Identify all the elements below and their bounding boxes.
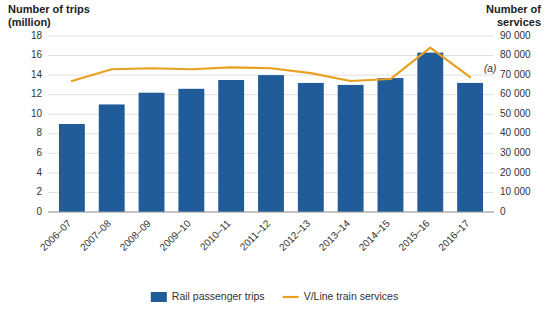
y-tick-label: 4 — [36, 167, 42, 178]
y-tick-label: 14 — [31, 69, 43, 80]
bar — [178, 89, 204, 212]
legend-swatch — [151, 292, 167, 302]
y2-tick-label: 20 000 — [500, 167, 531, 178]
bar — [457, 83, 483, 212]
bar — [258, 75, 284, 212]
y-tick-label: 18 — [31, 30, 43, 41]
x-tick-label: 2013–14 — [317, 217, 353, 253]
bar — [298, 83, 324, 212]
y2-tick-label: 10 000 — [500, 186, 531, 197]
legend-label: V/Line train services — [304, 290, 399, 302]
y2-tick-label: 70 000 — [500, 69, 531, 80]
plot-area — [59, 48, 483, 212]
y2-axis-title: services — [497, 16, 541, 28]
x-tick-label: 2006–07 — [38, 217, 74, 253]
x-tick-label: 2012–13 — [277, 217, 313, 253]
grid-line — [48, 212, 494, 213]
bar — [338, 85, 364, 212]
x-tick-label: 2008–09 — [118, 217, 154, 253]
y2-tick-label: 90 000 — [500, 30, 531, 41]
x-tick-label: 2015–16 — [396, 217, 432, 253]
y-tick-label: 10 — [31, 108, 43, 119]
grid-line — [48, 36, 494, 37]
x-tick-label: 2010–11 — [198, 217, 233, 252]
bar — [59, 124, 85, 212]
bar — [378, 78, 404, 212]
x-tick-label: 2009–10 — [157, 217, 193, 253]
annotation: (a) — [484, 63, 496, 74]
bar — [99, 104, 125, 212]
x-tick-label: 2014–15 — [357, 217, 393, 253]
y-tick-label: 12 — [31, 88, 43, 99]
y2-tick-label: 50 000 — [500, 108, 531, 119]
y2-tick-label: 0 — [500, 206, 506, 217]
y2-tick-label: 40 000 — [500, 127, 531, 138]
bar — [139, 93, 165, 212]
bar — [218, 80, 244, 212]
y2-tick-label: 30 000 — [500, 147, 531, 158]
y-tick-label: 0 — [36, 206, 42, 217]
line — [72, 48, 470, 81]
legend-item: Rail passenger trips — [151, 290, 265, 302]
y2-tick-label: 60 000 — [500, 88, 531, 99]
chart: 0 2 4 6 8 10 12 14 16 18 0 10 000 20 000 30 000 40 000… — [0, 0, 549, 309]
legend-item: V/Line train services — [283, 290, 399, 302]
y2-axis-title: Number of — [486, 3, 541, 15]
y-tick-label: 16 — [31, 49, 43, 60]
x-axis-line — [48, 212, 494, 213]
y-axis-title: (million) — [8, 16, 51, 28]
x-tick-label: 2011–12 — [238, 217, 273, 252]
y-tick-label: 2 — [36, 186, 42, 197]
x-tick-label: 2016–17 — [436, 217, 472, 253]
grid — [48, 36, 494, 212]
y2-tick-label: 80 000 — [500, 49, 531, 60]
legend-label: Rail passenger trips — [172, 290, 265, 302]
legend-swatch — [283, 296, 299, 298]
y-tick-label: 8 — [36, 127, 42, 138]
y-tick-label: 6 — [36, 147, 42, 158]
legend: Rail passenger trips V/Line train service… — [151, 290, 398, 302]
bar — [417, 53, 443, 212]
x-tick-label: 2007–08 — [78, 217, 114, 253]
y-axis-title: Number of trips — [8, 3, 90, 15]
